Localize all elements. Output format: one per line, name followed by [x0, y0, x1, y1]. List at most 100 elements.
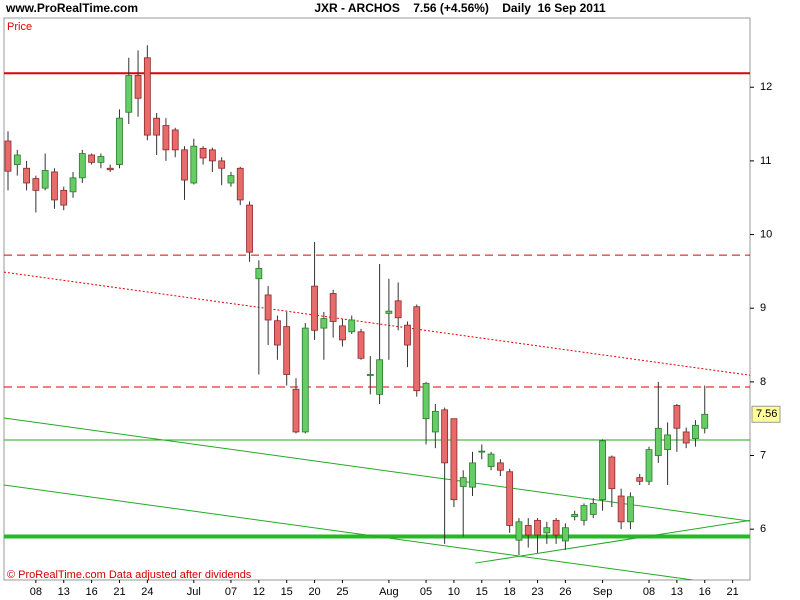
x-tick-label: 12	[253, 586, 265, 598]
candle-body	[153, 117, 161, 136]
x-tick-label: 08	[643, 586, 655, 598]
candle-body	[255, 268, 263, 280]
candle-body	[69, 177, 77, 193]
x-tick-label: Sep	[593, 586, 613, 598]
y-tick-label: 8	[760, 376, 766, 388]
x-tick-label: Jul	[187, 586, 201, 598]
candle-body	[357, 331, 365, 359]
x-tick-label: 10	[448, 586, 460, 598]
x-tick-label: 15	[476, 586, 488, 598]
x-tick-label: 08	[30, 586, 42, 598]
candle-body	[190, 145, 198, 184]
candle-body	[171, 129, 179, 151]
x-tick-label: Aug	[379, 586, 399, 598]
x-tick-label: 16	[699, 586, 711, 598]
candle-body	[673, 405, 681, 429]
trend-line	[4, 484, 694, 580]
candle-body	[580, 505, 588, 521]
candle-body	[13, 154, 21, 165]
y-tick-label: 6	[760, 523, 766, 535]
y-tick-label: 11	[760, 155, 771, 167]
trend-line	[4, 271, 750, 376]
candle-body	[441, 409, 449, 464]
x-tick-label: 25	[336, 586, 348, 598]
candle-body	[627, 496, 634, 523]
candle-body	[320, 318, 328, 329]
x-tick-label: 21	[113, 586, 125, 598]
candle-body	[116, 117, 123, 165]
candle-body	[562, 527, 569, 542]
candle-body	[413, 306, 421, 392]
candle-body	[589, 502, 597, 515]
candle-body	[515, 521, 523, 541]
candle-body	[487, 453, 495, 467]
candle-body	[88, 154, 96, 163]
candle-body	[608, 456, 616, 490]
candle-body	[227, 175, 235, 184]
candle-body	[236, 167, 244, 201]
candle-body	[571, 514, 579, 518]
y-tick-label: 9	[760, 302, 766, 314]
x-tick-label: 24	[141, 586, 153, 598]
candle-body	[478, 450, 486, 453]
candle-body	[376, 359, 384, 395]
candle-body	[692, 424, 699, 439]
candle-body	[366, 374, 374, 376]
x-tick-label: 07	[225, 586, 237, 598]
x-tick-label: 13	[58, 586, 70, 598]
candle-body	[348, 319, 356, 333]
candle-body	[459, 477, 467, 487]
last-price-label: 7.56	[756, 408, 777, 420]
chart-title: JXR - ARCHOS 7.56 (+4.56%) Daily 16 Sep …	[314, 1, 606, 15]
candle-body	[60, 189, 68, 206]
candle-body	[143, 57, 151, 136]
candle-body	[283, 326, 291, 375]
candle-body	[394, 300, 402, 319]
candle-body	[469, 462, 476, 488]
x-tick-label: 05	[420, 586, 432, 598]
x-tick-label: 13	[671, 586, 683, 598]
trend-line	[4, 417, 750, 522]
candle-body	[506, 471, 514, 526]
candle-body	[41, 170, 49, 189]
footer: © ProRealTime.com Data adjusted after di…	[7, 569, 252, 581]
candle-body	[404, 324, 411, 346]
x-tick-label: 20	[308, 586, 320, 598]
candle-body	[385, 310, 393, 314]
candle-body	[78, 153, 86, 179]
candle-body	[181, 149, 188, 181]
candle-body	[125, 75, 133, 113]
candle-body	[645, 449, 653, 482]
x-tick-label: 21	[726, 586, 738, 598]
y-tick-label: 12	[760, 81, 772, 93]
candle-body	[51, 171, 58, 201]
candle-body	[701, 413, 709, 429]
candle-body	[636, 477, 644, 482]
candle-body	[329, 293, 337, 322]
trend-line	[475, 519, 750, 564]
candle-body	[274, 320, 281, 346]
x-tick-label: 15	[281, 586, 293, 598]
candle-body	[97, 156, 105, 163]
site-name: www.ProRealTime.com	[5, 1, 138, 15]
candle-body	[264, 294, 272, 321]
x-tick-label: 26	[559, 586, 571, 598]
candle-body	[422, 382, 430, 420]
candle-body	[450, 418, 458, 501]
candle-body	[4, 140, 12, 172]
candle-body	[599, 440, 606, 501]
candle-body	[292, 388, 300, 433]
candle-body	[496, 462, 504, 471]
plot-frame	[3, 17, 751, 581]
candle-body	[311, 285, 318, 331]
x-tick-label: 18	[504, 586, 516, 598]
y-axis-label: Price	[7, 21, 32, 33]
last-price-box	[751, 405, 781, 423]
candle-body	[246, 204, 253, 253]
candle-body	[552, 519, 560, 536]
candle-body	[106, 167, 114, 171]
candle-body	[543, 527, 551, 534]
